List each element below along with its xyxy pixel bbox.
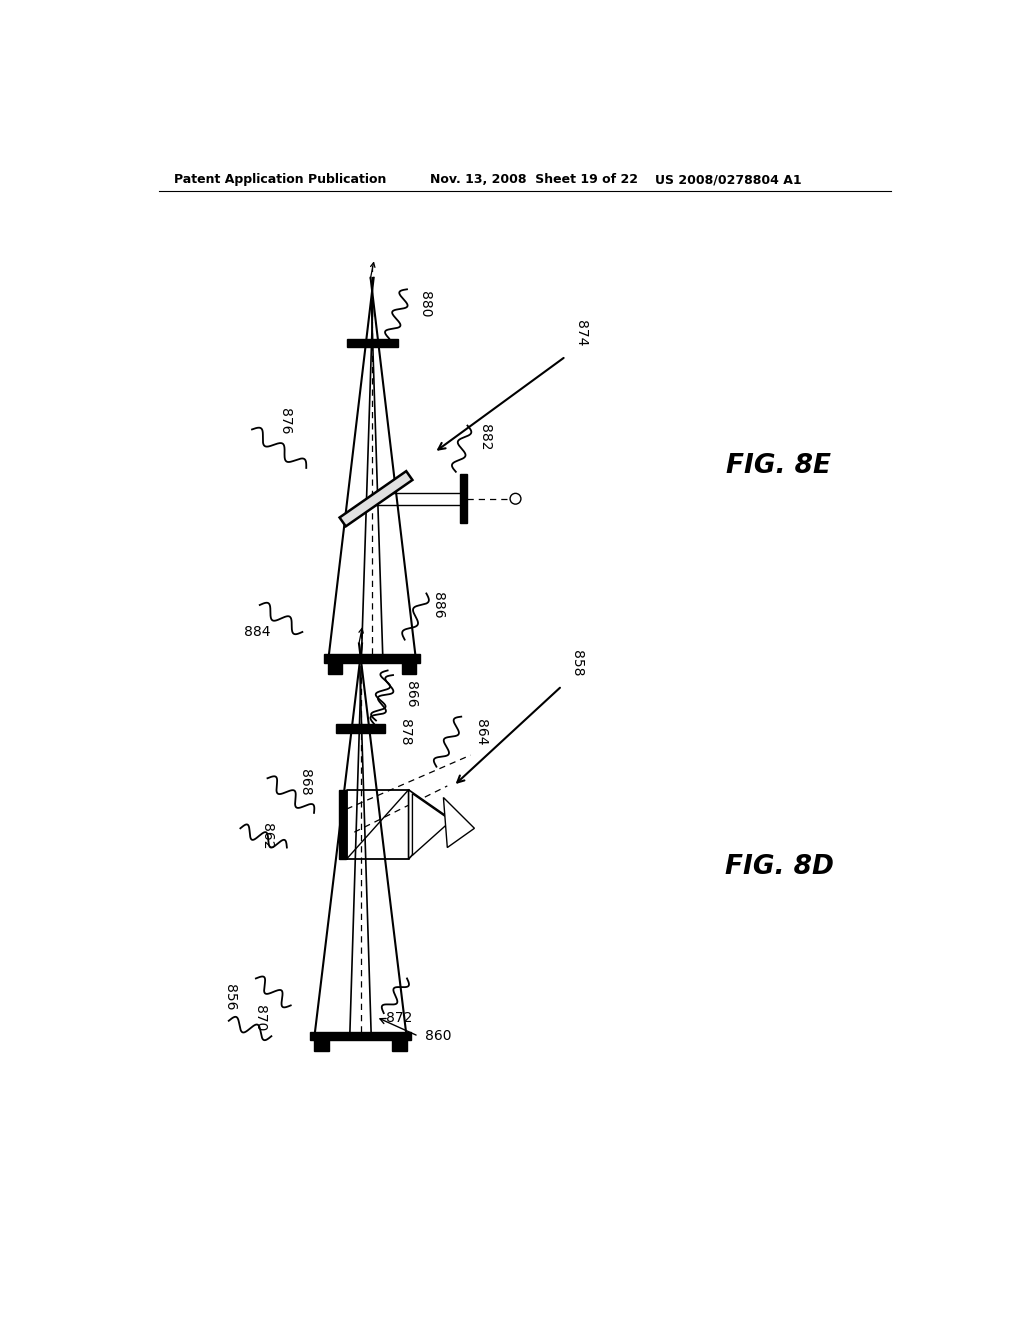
Bar — [336, 725, 385, 733]
Bar — [460, 474, 467, 524]
Bar — [346, 339, 397, 347]
Text: 872: 872 — [386, 1011, 413, 1026]
Bar — [392, 1039, 407, 1051]
Text: US 2008/0278804 A1: US 2008/0278804 A1 — [655, 173, 802, 186]
Text: FIG. 8D: FIG. 8D — [725, 854, 834, 880]
Text: FIG. 8E: FIG. 8E — [726, 453, 831, 479]
Text: Patent Application Publication: Patent Application Publication — [174, 173, 387, 186]
Text: 880: 880 — [418, 292, 432, 318]
Text: 866: 866 — [403, 681, 418, 708]
Text: 878: 878 — [397, 719, 412, 746]
Polygon shape — [409, 789, 447, 859]
Polygon shape — [413, 793, 452, 855]
Text: 886: 886 — [431, 591, 445, 618]
Bar — [339, 789, 346, 859]
Polygon shape — [340, 471, 413, 527]
Text: 858: 858 — [570, 649, 585, 676]
Text: 862: 862 — [260, 822, 274, 849]
Text: 870: 870 — [253, 1006, 266, 1032]
Text: 860: 860 — [425, 1030, 452, 1043]
Text: Nov. 13, 2008  Sheet 19 of 22: Nov. 13, 2008 Sheet 19 of 22 — [430, 173, 638, 186]
Bar — [402, 663, 417, 673]
Bar — [324, 655, 420, 663]
Text: 856: 856 — [223, 985, 238, 1011]
Text: 864: 864 — [474, 719, 487, 746]
Bar — [314, 1039, 329, 1051]
Text: 868: 868 — [298, 768, 311, 796]
Bar — [310, 1032, 411, 1040]
Text: 882: 882 — [477, 424, 492, 450]
Text: 874: 874 — [574, 319, 589, 346]
Polygon shape — [443, 797, 474, 847]
Text: 876: 876 — [279, 408, 292, 436]
Bar — [328, 663, 342, 673]
Text: 884: 884 — [244, 624, 270, 639]
